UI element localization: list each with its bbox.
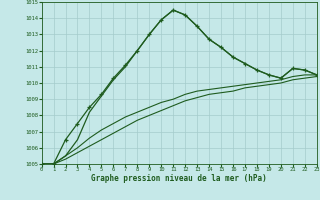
X-axis label: Graphe pression niveau de la mer (hPa): Graphe pression niveau de la mer (hPa) (91, 174, 267, 183)
